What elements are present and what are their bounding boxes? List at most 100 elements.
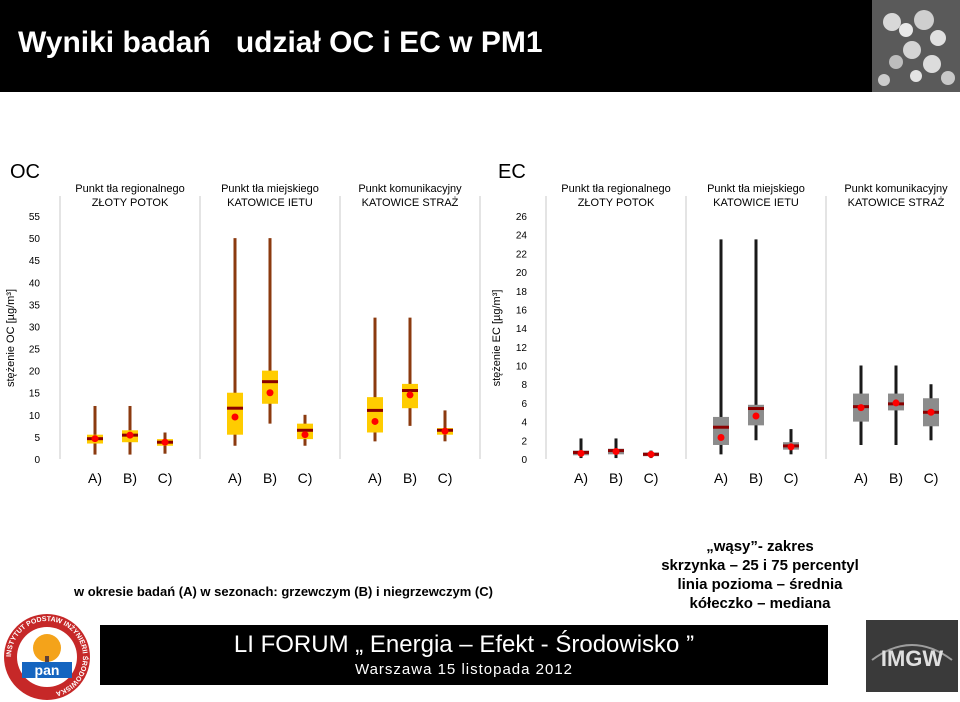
ec-y-tick-label: 14 xyxy=(516,324,528,335)
legend-line-box: skrzynka – 25 i 75 percentyl xyxy=(661,557,859,574)
ec-y-tick-label: 0 xyxy=(521,455,527,466)
ec-category-label: C) xyxy=(644,470,659,486)
oc-y-tick-label: 10 xyxy=(29,411,41,422)
ec-category-label: B) xyxy=(889,470,903,486)
oc-y-tick-label: 45 xyxy=(29,256,41,267)
ec-group-label: Punkt komunikacyjny xyxy=(844,183,948,195)
legend-line-median: kółeczko – mediana xyxy=(689,595,831,612)
ec-y-tick-label: 12 xyxy=(516,343,528,354)
oc-box xyxy=(262,370,278,404)
ec-y-axis-label: stężenie EC [µg/m³] xyxy=(491,290,503,387)
title-bar: Wyniki badań udział OC i EC w PM1 xyxy=(0,0,872,92)
ec-group-label: ZŁOTY POTOK xyxy=(578,197,655,209)
imgw-logo-text: IMGW xyxy=(881,646,944,671)
charts-area: OC stężenie OC [µg/m³] 05101520253035404… xyxy=(5,161,948,486)
ec-y-tick-label: 24 xyxy=(516,231,528,242)
oc-median-dot xyxy=(301,431,309,439)
oc-y-tick-label: 20 xyxy=(29,367,41,378)
ec-median-dot xyxy=(892,399,900,407)
legend-line-whiskers: „wąsy”- zakres xyxy=(706,538,814,555)
ec-category-label: A) xyxy=(854,470,868,486)
ec-category-label: C) xyxy=(784,470,799,486)
oc-category-label: C) xyxy=(158,470,173,486)
oc-category-label: B) xyxy=(123,470,137,486)
oc-group-label: Punkt tła regionalnego xyxy=(75,183,184,195)
ec-group-label: KATOWICE IETU xyxy=(713,197,799,209)
ec-y-tick-label: 8 xyxy=(521,380,527,391)
imgw-logo: IMGW xyxy=(866,620,958,692)
ec-median-dot xyxy=(857,404,865,412)
oc-y-tick-label: 35 xyxy=(29,300,41,311)
oc-y-ticks: 0 5 10 15 20 25 30 35 40 45 50 55 xyxy=(29,212,41,466)
pan-logo-name: pan xyxy=(35,662,60,678)
ec-y-tick-label: 2 xyxy=(521,436,527,447)
ec-category-label: C) xyxy=(924,470,939,486)
oc-median-dot xyxy=(231,413,239,421)
oc-y-axis-label: stężenie OC [µg/m³] xyxy=(5,289,17,387)
ec-category-label: B) xyxy=(749,470,763,486)
ec-median-dot xyxy=(717,434,725,442)
oc-median-dot xyxy=(266,389,274,397)
pan-logo: INSTYTUT PODSTAW INŻYNIERII ŚRODOWISKA p… xyxy=(4,614,90,700)
particle-photo xyxy=(872,0,960,92)
oc-median-dot xyxy=(371,417,379,425)
ec-median-dot xyxy=(752,412,760,420)
oc-category-label: B) xyxy=(263,470,277,486)
oc-group-label: KATOWICE STRAŻ xyxy=(362,196,459,209)
ec-y-tick-label: 18 xyxy=(516,287,528,298)
ec-y-tick-label: 22 xyxy=(516,249,528,260)
oc-group-label: Punkt tła miejskiego xyxy=(221,183,319,195)
period-caption: w okresie badań (A) w sezonach: grzewczy… xyxy=(74,584,493,599)
oc-y-tick-label: 40 xyxy=(29,278,41,289)
ec-y-tick-label: 4 xyxy=(521,418,527,429)
ec-y-tick-label: 20 xyxy=(516,268,528,279)
oc-median-dot xyxy=(406,391,414,399)
oc-y-tick-label: 30 xyxy=(29,322,41,333)
oc-category-label: A) xyxy=(88,470,102,486)
oc-y-tick-label: 55 xyxy=(29,212,41,223)
ec-box xyxy=(713,416,729,445)
footer-bar: LI FORUM „ Energia – Efekt - Środowisko … xyxy=(100,625,828,685)
oc-category-label: B) xyxy=(403,470,417,486)
ec-median-dot xyxy=(927,408,935,416)
ec-median-dot xyxy=(577,449,585,457)
ec-chart: EC stężenie EC [µg/m³] 02468101214161820… xyxy=(491,161,948,486)
oc-y-tick-label: 15 xyxy=(29,389,41,400)
oc-median-dot xyxy=(441,427,449,435)
ec-category-label: A) xyxy=(714,470,728,486)
oc-y-tick-label: 25 xyxy=(29,345,41,356)
ec-y-tick-label: 6 xyxy=(521,399,527,410)
ec-median-dot xyxy=(612,448,620,456)
ec-y-tick-label: 16 xyxy=(516,305,528,316)
oc-category-label: A) xyxy=(368,470,382,486)
oc-y-tick-label: 50 xyxy=(29,234,41,245)
oc-chart-title: OC xyxy=(10,161,40,183)
legend-caption: „wąsy”- zakres skrzynka – 25 i 75 percen… xyxy=(640,537,880,613)
ec-plot: Punkt tła regionalnego ZŁOTY POTOK A) B) C) P… xyxy=(545,183,948,486)
ec-category-label: A) xyxy=(574,470,588,486)
oc-group-label: KATOWICE IETU xyxy=(227,197,313,209)
ec-median-dot xyxy=(787,443,795,451)
ec-category-label: B) xyxy=(609,470,623,486)
oc-group-label: ZŁOTY POTOK xyxy=(92,197,169,209)
ec-median-dot xyxy=(647,450,655,458)
particle-photo-image xyxy=(872,0,960,92)
ec-y-tick-label: 10 xyxy=(516,362,528,373)
oc-median-dot xyxy=(91,435,99,443)
page-title: Wyniki badań udział OC i EC w PM1 xyxy=(18,26,543,59)
oc-category-label: C) xyxy=(298,470,313,486)
oc-y-tick-label: 5 xyxy=(34,433,40,444)
oc-category-label: A) xyxy=(228,470,242,486)
ec-group-label: KATOWICE STRAŻ xyxy=(848,196,945,209)
oc-chart: OC stężenie OC [µg/m³] 0 5 10 15 20 25 30 35 40 4… xyxy=(5,161,481,486)
ec-y-tick-label: 26 xyxy=(516,212,528,223)
oc-group-label: Punkt komunikacyjny xyxy=(358,183,462,195)
oc-median-dot xyxy=(161,438,169,446)
ec-chart-title: EC xyxy=(498,161,526,183)
ec-group-label: Punkt tła miejskiego xyxy=(707,183,805,195)
legend-line-mean: linia pozioma – średnia xyxy=(677,576,843,593)
oc-y-tick-label: 0 xyxy=(34,455,40,466)
oc-plot: Punkt tła regionalnego ZŁOTY POTOK A) B) C) P… xyxy=(59,183,481,486)
oc-box xyxy=(367,397,383,433)
